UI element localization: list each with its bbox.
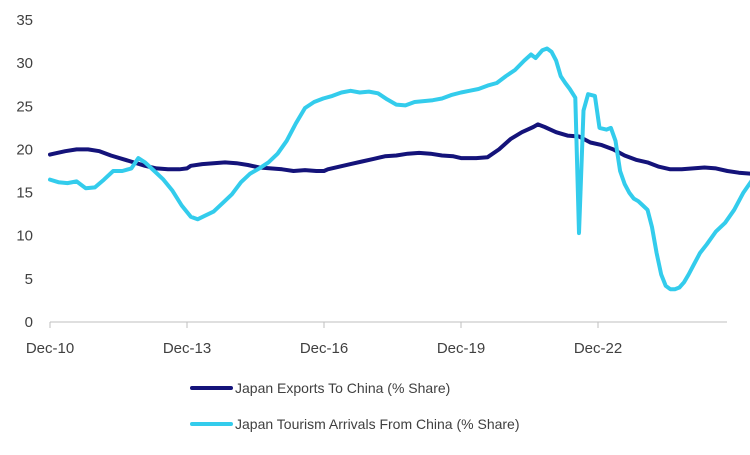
legend: Japan Exports To China (% Share) Japan To… <box>190 380 520 432</box>
series-layer <box>48 46 750 292</box>
x-tick-label: Dec-19 <box>437 340 485 357</box>
series-line-tourism <box>48 46 750 292</box>
x-tick-label: Dec-10 <box>26 340 74 357</box>
x-tick-label: Dec-13 <box>163 340 211 357</box>
legend-label-tourism: Japan Tourism Arrivals From China (% Sha… <box>235 416 520 432</box>
y-tick-label: 5 <box>25 271 33 288</box>
y-tick-label: 35 <box>16 12 33 29</box>
y-tick-label: 25 <box>16 98 33 115</box>
y-tick-label: 20 <box>16 141 33 158</box>
x-tick-label: Dec-22 <box>574 340 622 357</box>
legend-label-exports: Japan Exports To China (% Share) <box>235 380 450 396</box>
axes-layer: 0 5 10 15 20 25 30 35 Dec-10 Dec-13 Dec-16 Dec-19 De… <box>16 12 727 357</box>
y-tick-label: 0 <box>25 314 33 331</box>
x-tick-label: Dec-16 <box>300 340 348 357</box>
y-tick-label: 15 <box>16 185 33 202</box>
y-tick-label: 30 <box>16 55 33 72</box>
series-line-exports <box>48 122 750 176</box>
y-tick-label: 10 <box>16 228 33 245</box>
